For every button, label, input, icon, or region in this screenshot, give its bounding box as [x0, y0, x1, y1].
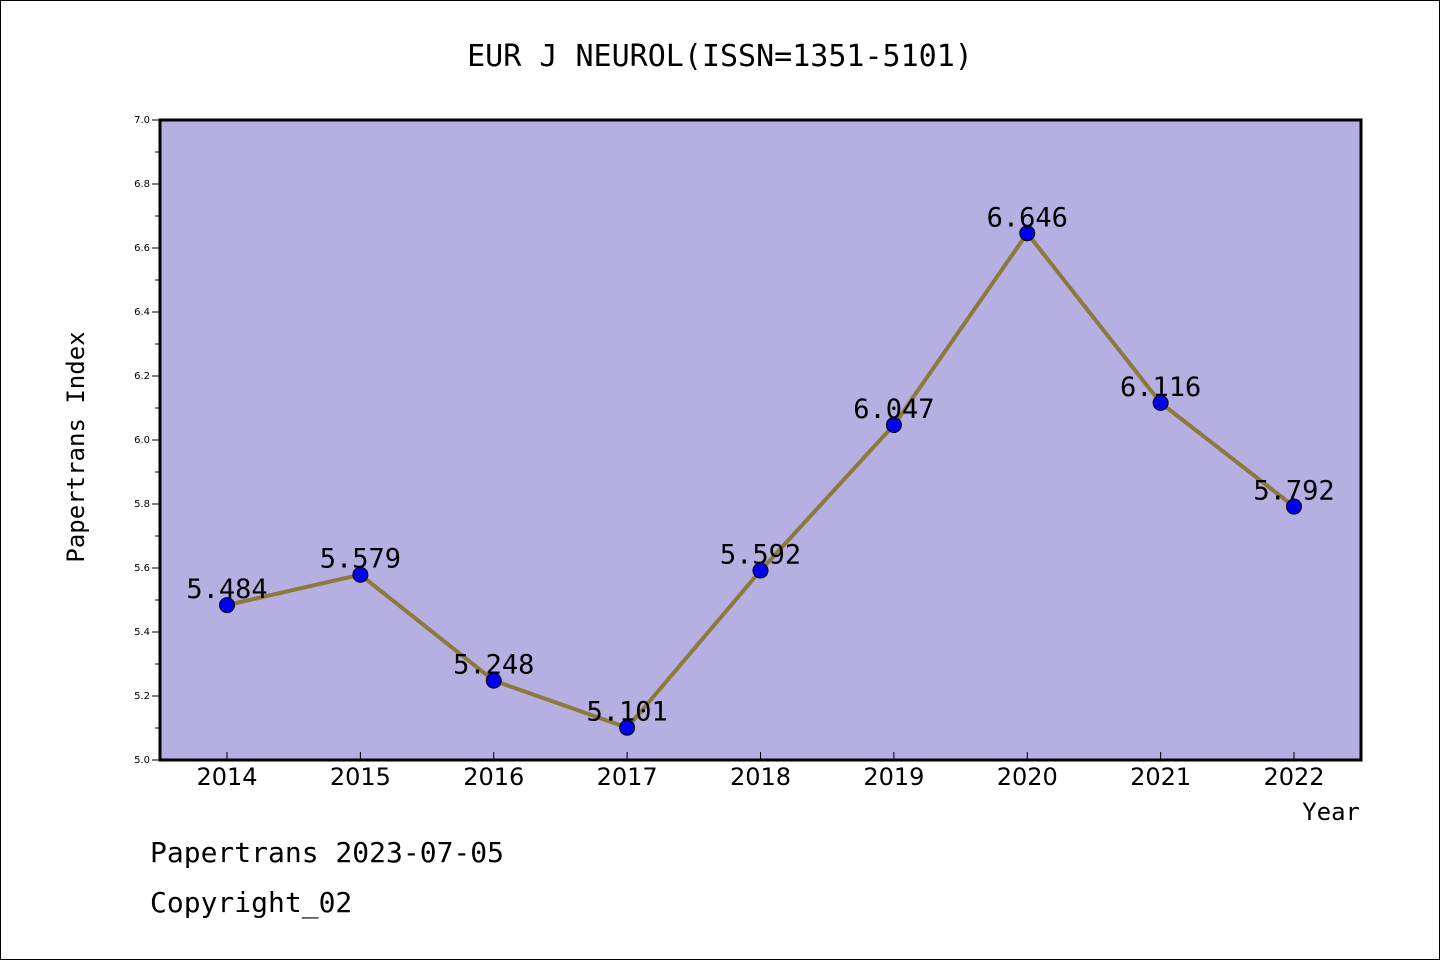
- y-axis-label: Papertrans Index: [62, 331, 90, 562]
- x-tick-label: 2015: [330, 763, 391, 791]
- data-point: [619, 719, 636, 736]
- y-tick-label: 5.6: [134, 563, 150, 574]
- y-tick-label: 6.2: [134, 371, 150, 382]
- data-point: [1019, 225, 1036, 242]
- y-tick-label: 5.2: [134, 691, 150, 702]
- data-point: [485, 672, 502, 689]
- data-label: 6.116: [1120, 372, 1201, 403]
- x-tick-label: 2020: [997, 763, 1058, 791]
- x-tick-label: 2022: [1263, 763, 1324, 791]
- data-label: 5.101: [586, 697, 667, 728]
- chart-title: EUR J NEUROL(ISSN=1351-5101): [467, 39, 973, 74]
- data-point: [885, 416, 902, 433]
- data-point: [352, 566, 369, 583]
- y-tick-label: 5.0: [134, 755, 150, 766]
- plot-area: [158, 118, 1363, 762]
- x-tick-label: 2021: [1130, 763, 1191, 791]
- data-label: 6.047: [853, 394, 934, 425]
- x-tick-label: 2014: [196, 763, 257, 791]
- x-axis-label: Year: [1302, 798, 1360, 826]
- y-tick-label: 6.8: [134, 179, 150, 190]
- data-label: 5.579: [320, 544, 401, 575]
- y-tick-label: 7.0: [134, 115, 150, 126]
- x-axis: 2014 2015 2016 2017 2018 2019 2020 2021 2022: [196, 752, 1325, 791]
- data-labels: 5.484 5.579 5.248 5.101 5.592 6.047 6.646 6.116…: [186, 202, 1334, 727]
- x-tick-label: 2017: [597, 763, 658, 791]
- y-tick-label: 6.4: [134, 307, 150, 318]
- y-tick-label: 6.6: [134, 243, 150, 254]
- data-point: [1152, 394, 1169, 411]
- data-label: 5.592: [720, 540, 801, 571]
- x-tick-label: 2019: [863, 763, 924, 791]
- footer-copyright: Copyright_02: [150, 886, 353, 919]
- data-label: 5.792: [1253, 476, 1334, 507]
- data-label: 5.484: [186, 574, 267, 605]
- data-point: [219, 597, 235, 614]
- x-tick-label: 2016: [463, 763, 524, 791]
- data-label: 6.646: [987, 202, 1068, 233]
- y-tick-label: 6.0: [134, 435, 150, 446]
- data-label: 5.248: [453, 650, 534, 681]
- y-tick-label: 5.8: [134, 499, 150, 510]
- data-point: [1286, 498, 1302, 515]
- x-tick-label: 2018: [730, 763, 791, 791]
- data-point: [752, 562, 769, 579]
- footer-date: Papertrans 2023-07-05: [150, 836, 505, 869]
- y-tick-label: 5.4: [134, 627, 150, 638]
- y-axis: 5.0 5.2 5.4 5.6 5.8 6.0 6.2 6.4 6.6 6.8 7.0: [134, 115, 160, 766]
- series-markers: [219, 225, 1302, 736]
